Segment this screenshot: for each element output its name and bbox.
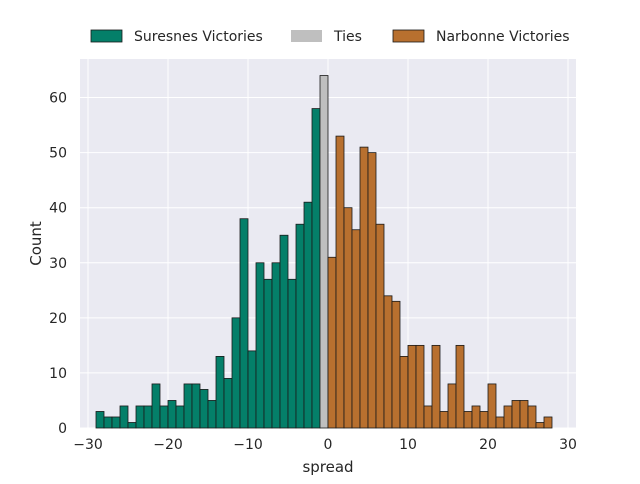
legend-label: Suresnes Victories [134, 29, 263, 45]
histogram-bar [119, 405, 129, 429]
x-tick-label: 0 [324, 437, 333, 453]
histogram-bar [383, 295, 393, 429]
histogram-bar [535, 422, 545, 429]
x-tick-label: 10 [399, 437, 417, 453]
x-tick-label: 30 [559, 437, 577, 453]
histogram-bar [343, 207, 353, 429]
histogram-bar [399, 356, 409, 429]
legend: Suresnes Victories Ties Narbonne Victories [90, 29, 570, 45]
histogram-bar [431, 344, 441, 429]
histogram-bar [447, 383, 457, 429]
histogram-bar [247, 350, 257, 429]
histogram-bar [263, 278, 273, 429]
histogram-bar [151, 383, 161, 429]
histogram-bar [511, 400, 521, 429]
histogram-bar [159, 405, 169, 429]
histogram-bar [471, 405, 481, 429]
x-tick-label: −10 [233, 437, 263, 453]
histogram-bar [463, 411, 473, 429]
histogram-bar [335, 135, 345, 429]
y-tick-label: 10 [49, 366, 67, 382]
histogram-bar [199, 389, 209, 429]
histogram-bar [215, 356, 225, 429]
bars [95, 75, 553, 429]
histogram-bar [375, 223, 385, 429]
histogram-bar [207, 400, 217, 429]
histogram-bar [407, 344, 417, 429]
x-tick-label: −20 [153, 437, 183, 453]
histogram-bar [255, 262, 265, 429]
histogram-bar [303, 201, 313, 429]
histogram-bar [287, 278, 297, 429]
histogram-bar [103, 416, 113, 429]
histogram-bar [231, 317, 241, 429]
histogram-bar [143, 405, 153, 429]
histogram-bar [367, 152, 377, 429]
histogram-bar [455, 344, 465, 429]
histogram-bar [391, 300, 401, 429]
histogram-bar [495, 416, 505, 429]
histogram-bar [543, 416, 553, 429]
histogram-bar [503, 405, 513, 429]
histogram-bar [111, 416, 121, 429]
y-tick-label: 0 [58, 421, 67, 437]
y-tick-label: 50 [49, 146, 67, 162]
histogram-bar [439, 411, 449, 429]
histogram-bar [527, 405, 537, 429]
axis-ticks: −30 −20 −10 0 10 20 30 0 10 20 30 40 50 60 [49, 91, 577, 453]
histogram-bar [135, 405, 145, 429]
histogram-bar [271, 262, 281, 429]
histogram-bar [183, 383, 193, 429]
histogram-bar [295, 223, 305, 429]
histogram-bar [359, 146, 369, 429]
histogram-bar [519, 400, 529, 429]
histogram-bar [175, 405, 185, 429]
y-tick-label: 20 [49, 311, 67, 327]
histogram-bar [239, 218, 249, 429]
legend-swatch [90, 29, 123, 43]
histogram-bar [167, 400, 177, 429]
x-tick-label: −30 [73, 437, 103, 453]
histogram-bar [351, 229, 361, 429]
histogram-bar [95, 411, 105, 429]
histogram-bar [479, 411, 489, 429]
x-axis-label: spread [302, 458, 353, 476]
y-tick-label: 60 [49, 91, 67, 107]
histogram-bar [223, 378, 233, 429]
x-tick-label: 20 [479, 437, 497, 453]
histogram-bar [415, 344, 425, 429]
histogram-bar [423, 405, 433, 429]
legend-swatch [392, 29, 425, 43]
y-axis-label: Count [27, 221, 45, 266]
legend-label: Ties [333, 29, 362, 45]
y-tick-label: 40 [49, 201, 67, 217]
histogram-bar [311, 108, 321, 429]
legend-label: Narbonne Victories [436, 29, 570, 45]
legend-swatch [291, 30, 322, 42]
y-tick-label: 30 [49, 256, 67, 272]
histogram-bar [279, 234, 289, 429]
histogram-bar [127, 422, 137, 429]
histogram-bar [191, 383, 201, 429]
histogram-bar [327, 256, 337, 429]
histogram-bar [487, 383, 497, 429]
histogram-bar [319, 75, 329, 429]
